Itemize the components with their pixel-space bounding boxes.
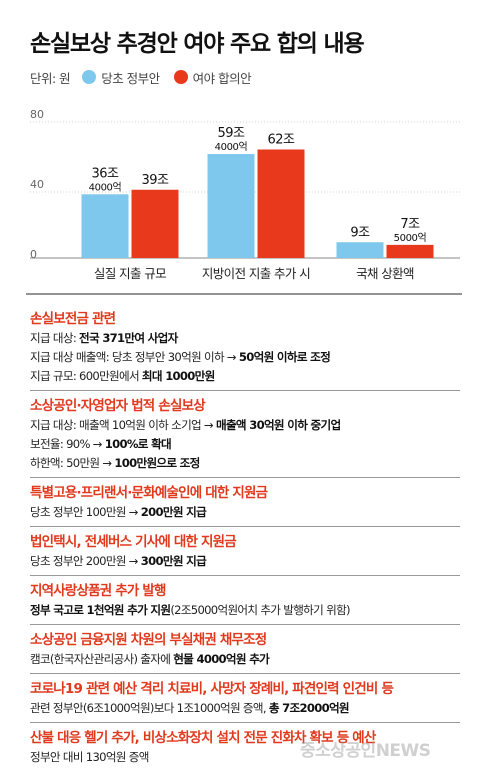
y-tick-label: 0 xyxy=(30,248,37,261)
section-title: 지역사랑상품권 추가 발행 xyxy=(30,583,166,599)
line-text: 정부안 대비 130억원 증액 xyxy=(30,750,149,764)
y-tick-label: 80 xyxy=(30,108,44,121)
detail-section: 손실보전금 관련 지급 대상: 전국 371만여 사업자 지급 대상 매출액: 당초… xyxy=(30,304,460,391)
section-line: 지급 대상: 매출액 10억원 이하 소기업 → 매출액 30억원 이하 중기업 xyxy=(30,416,460,435)
bar-value-label: 59조 xyxy=(217,126,245,141)
legend-label-government: 당초 정부안 xyxy=(101,70,160,86)
section-title: 산불 대응 헬기 추가, 비상소화장치 설치 전문 진화차 확보 등 예산 xyxy=(30,730,376,746)
section-line: 당초 정부안 200만원 → 300만원 지급 xyxy=(30,552,460,571)
bar-government xyxy=(207,154,255,258)
line-text: 지급 대상 매출액: 당초 정부안 30억원 이하 → xyxy=(30,350,239,364)
line-emphasis: 총 7조2000억원 xyxy=(268,701,350,715)
line-text: 지급 규모: 600만원에서 xyxy=(30,369,142,383)
section-line: 당초 정부안 100만원 → 200만원 지급 xyxy=(30,503,460,522)
line-text: (2조5000억원어치 추가 발행하기 위함) xyxy=(170,603,350,617)
bar-agreement xyxy=(386,244,434,258)
bar-government xyxy=(81,194,129,258)
bar-agreement xyxy=(131,189,179,258)
bar-agreement xyxy=(257,149,305,258)
line-text: 관련 정부안(6조1000억원)보다 1조1000억원 증액, xyxy=(30,701,269,715)
line-emphasis: 50억원 이하로 조정 xyxy=(238,350,331,364)
section-line: 관련 정부안(6조1000억원)보다 1조1000억원 증액, 총 7조2000… xyxy=(30,699,460,718)
legend-swatch-agreement xyxy=(173,70,188,84)
line-emphasis: 정부 국고로 1천억원 추가 지원 xyxy=(30,603,171,617)
x-category-label: 지방이전 지출 추가 시 xyxy=(202,266,310,281)
line-text: 당초 정부안 100만원 → xyxy=(30,505,141,519)
line-emphasis: 200만원 지급 xyxy=(140,505,207,519)
section-line: 지급 규모: 600만원에서 최대 1000만원 xyxy=(30,367,460,386)
chart-legend: 단위: 원 당초 정부안 여야 합의안 xyxy=(30,66,252,88)
line-emphasis: 전국 371만여 사업자 xyxy=(79,331,178,345)
line-text: 지급 대상: xyxy=(30,331,80,345)
unit-label: 단위: 원 xyxy=(30,70,71,86)
legend-label-agreement: 여야 합의안 xyxy=(192,70,252,86)
section-title: 소상공인·자영업자 법적 손실보상 xyxy=(30,398,206,414)
bar-value-label: 39조 xyxy=(141,173,169,188)
section-title: 특별고용·프리랜서·문화예술인에 대한 지원금 xyxy=(30,485,268,501)
section-title: 손실보전금 관련 xyxy=(30,311,116,327)
bar-value-label: 36조 xyxy=(91,166,119,181)
section-line: 보전율: 90% → 100%로 확대 xyxy=(30,435,460,454)
section-title: 코로나19 관련 예산 격리 치료비, 사망자 장례비, 파견인력 인건비 등 xyxy=(30,681,394,697)
agreement-details: 손실보전금 관련 지급 대상: 전국 371만여 사업자 지급 대상 매출액: 당초… xyxy=(30,304,460,771)
y-tick-label: 40 xyxy=(30,178,44,191)
page-title: 손실보상 추경안 여야 주요 합의 내용 xyxy=(30,31,365,57)
line-emphasis: 300만원 지급 xyxy=(140,554,207,568)
section-line: 정부 국고로 1천억원 추가 지원(2조5000억원어치 추가 발행하기 위함) xyxy=(30,601,460,620)
publisher-watermark: 중소상공인NEWS xyxy=(300,741,431,761)
line-text: 지급 대상: 매출액 10억원 이하 소기업 → xyxy=(30,418,216,432)
line-text: 보전율: 90% → xyxy=(30,437,105,451)
bar-value-sublabel: 5000억 xyxy=(394,232,427,244)
section-line: 캠코(한국자산관리공사) 출자에 현물 4000억원 추가 xyxy=(30,650,460,669)
bar-value-label: 9조 xyxy=(350,225,370,240)
bar-value-label: 7조 xyxy=(400,217,420,232)
section-line: 지급 대상: 전국 371만여 사업자 xyxy=(30,329,460,348)
bar-value-sublabel: 4000억 xyxy=(215,141,248,153)
line-emphasis: 최대 1000만원 xyxy=(141,369,215,383)
bar-government xyxy=(336,242,384,258)
legend-swatch-government xyxy=(82,70,97,84)
bar-value-label: 62조 xyxy=(267,133,295,148)
section-title: 소상공인 금융지원 차원의 부실채권 채무조정 xyxy=(30,632,267,648)
line-text: 당초 정부안 200만원 → xyxy=(30,554,141,568)
line-emphasis: 100%로 확대 xyxy=(104,437,172,451)
section-line: 하한액: 50만원 → 100만원으로 조정 xyxy=(30,454,460,473)
line-text: 하한액: 50만원 → xyxy=(30,456,115,470)
section-line: 정부안 대비 130억원 증액 xyxy=(30,748,460,767)
line-text: 캠코(한국자산관리공사) 출자에 xyxy=(30,652,174,666)
line-emphasis: 100만원으로 조정 xyxy=(114,456,200,470)
line-emphasis: 현물 4000억원 추가 xyxy=(173,652,270,666)
section-line: 지급 대상 매출액: 당초 정부안 30억원 이하 → 50억원 이하로 조정 xyxy=(30,348,460,367)
x-category-label: 국채 상환액 xyxy=(356,266,414,281)
bar-value-sublabel: 4000억 xyxy=(89,181,122,193)
section-title: 법인택시, 전세버스 기사에 대한 지원금 xyxy=(30,534,237,550)
x-category-label: 실질 지출 규모 xyxy=(94,266,166,281)
line-emphasis: 매출액 30억원 이하 중기업 xyxy=(216,418,341,432)
